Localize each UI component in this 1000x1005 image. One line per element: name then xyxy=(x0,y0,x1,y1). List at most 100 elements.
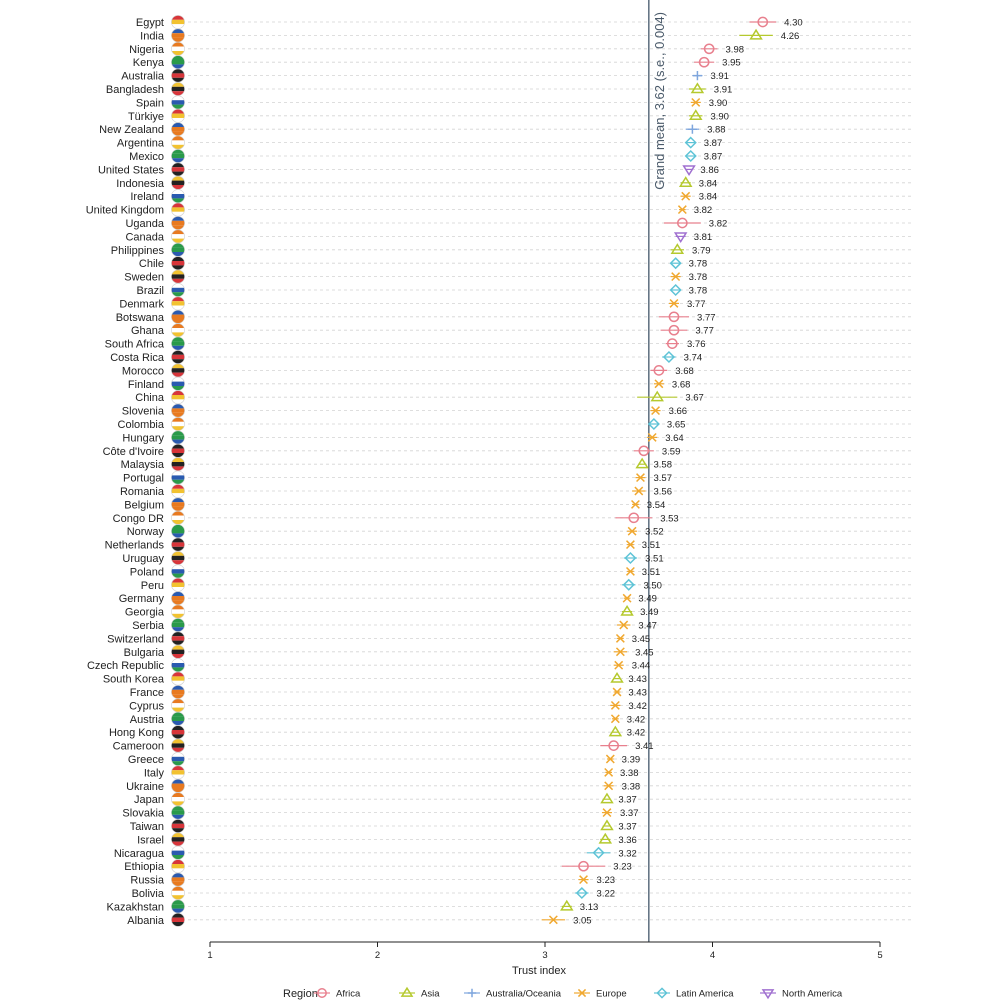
uruguay-flag-icon xyxy=(171,551,185,565)
country-label: Cyprus xyxy=(129,700,164,712)
grand-mean-group: Grand mean, 3.62 (s.e., 0.004) xyxy=(648,0,667,942)
country-label: Germany xyxy=(119,593,165,605)
data-point xyxy=(628,512,640,524)
data-point xyxy=(684,136,697,149)
data-point xyxy=(548,915,558,925)
country-label: China xyxy=(135,392,165,404)
legend-entry: Africa xyxy=(314,988,361,1000)
country-label: Peru xyxy=(141,580,164,592)
value-label: 3.37 xyxy=(618,795,637,806)
bangladesh-flag-icon xyxy=(171,82,185,96)
data-point xyxy=(669,298,679,308)
x-axis-title: Trust index xyxy=(512,965,567,977)
cote-divoire-flag-icon xyxy=(171,443,185,458)
country-label: Uganda xyxy=(125,218,164,230)
value-label: 3.82 xyxy=(709,219,728,230)
data-point xyxy=(687,124,697,134)
ireland-flag-icon xyxy=(171,189,185,204)
data-point xyxy=(670,243,685,254)
switzerland-flag-icon xyxy=(171,631,185,646)
data-point xyxy=(749,28,763,40)
belgium-flag-icon xyxy=(171,497,185,512)
data-point xyxy=(610,714,620,724)
value-label: 3.68 xyxy=(675,366,694,377)
legend-entry: Australia/Oceania xyxy=(464,989,562,1000)
data-point xyxy=(703,43,715,55)
value-label: 3.68 xyxy=(672,379,691,390)
country-label: United Kingdom xyxy=(86,205,164,217)
value-label: 3.13 xyxy=(580,902,599,913)
data-point xyxy=(612,687,622,697)
south-korea-flag-icon xyxy=(171,671,185,686)
data-point xyxy=(653,365,665,376)
legend-label: Europe xyxy=(596,989,627,1000)
value-label: 3.49 xyxy=(638,594,657,605)
value-label: 3.39 xyxy=(622,755,641,766)
value-label: 3.45 xyxy=(632,634,651,645)
legend-label: Asia xyxy=(421,989,440,1000)
malaysia-flag-icon xyxy=(171,457,185,472)
legend-marker xyxy=(656,987,668,999)
country-label: Botswana xyxy=(116,312,165,324)
romania-flag-icon xyxy=(171,484,185,498)
hong-kong-flag-icon xyxy=(171,725,185,740)
country-label: South Africa xyxy=(105,339,165,351)
value-label: 3.90 xyxy=(709,98,728,109)
country-label: Australia xyxy=(121,71,165,83)
country-label: Indonesia xyxy=(116,178,165,190)
value-label: 3.64 xyxy=(665,433,684,444)
france-flag-icon xyxy=(171,685,185,699)
country-label: Ethiopia xyxy=(124,861,165,873)
data-point xyxy=(673,232,688,244)
nicaragua-flag-icon xyxy=(171,845,185,860)
israel-flag-icon xyxy=(171,832,185,847)
legend-label: Latin America xyxy=(676,989,734,1000)
legend-marker xyxy=(761,989,775,1000)
chile-flag-icon xyxy=(171,256,185,271)
philippines-flag-icon xyxy=(171,242,185,257)
greece-flag-icon xyxy=(171,752,185,766)
value-label: 3.50 xyxy=(643,580,662,591)
country-label: Mexico xyxy=(129,151,164,163)
x-axis: 1 2 3 4 5 Trust index xyxy=(207,941,883,977)
data-point xyxy=(647,432,657,442)
country-label: Spain xyxy=(136,97,164,109)
country-label: Italy xyxy=(144,767,165,779)
data-point xyxy=(669,283,682,297)
x-tick-label: 2 xyxy=(375,950,380,961)
value-label: 3.36 xyxy=(618,835,637,846)
value-label: 3.52 xyxy=(645,527,664,538)
value-label: 3.37 xyxy=(618,822,637,833)
germany-flag-icon xyxy=(171,591,185,606)
x-tick-label: 3 xyxy=(542,950,547,961)
value-label: 3.42 xyxy=(627,728,646,739)
country-label: Ukraine xyxy=(126,781,164,793)
data-point xyxy=(625,566,635,576)
japan-flag-icon xyxy=(171,792,185,807)
value-label: 3.82 xyxy=(694,205,713,216)
value-label: 3.56 xyxy=(654,487,673,498)
country-label: Canada xyxy=(125,231,164,243)
data-point xyxy=(669,257,682,270)
country-label: Kazakhstan xyxy=(107,901,164,913)
data-point xyxy=(662,350,676,364)
data-point xyxy=(757,16,769,28)
turkiye-flag-icon xyxy=(171,108,185,123)
value-label: 3.23 xyxy=(613,862,632,873)
country-label: Albania xyxy=(127,915,165,927)
country-label: Ireland xyxy=(130,191,164,203)
data-point xyxy=(600,819,614,831)
value-label: 3.98 xyxy=(726,44,745,55)
value-label: 3.32 xyxy=(618,848,637,859)
bolivia-flag-icon xyxy=(171,886,185,900)
value-label: 3.59 xyxy=(662,446,681,457)
value-label: 3.78 xyxy=(689,259,708,270)
value-label: 3.44 xyxy=(632,661,651,672)
country-label: Nigeria xyxy=(129,44,165,56)
country-label: Russia xyxy=(130,875,165,887)
data-point xyxy=(579,875,588,885)
data-point xyxy=(598,832,613,844)
value-label: 3.77 xyxy=(697,312,716,323)
data-point xyxy=(650,390,664,402)
